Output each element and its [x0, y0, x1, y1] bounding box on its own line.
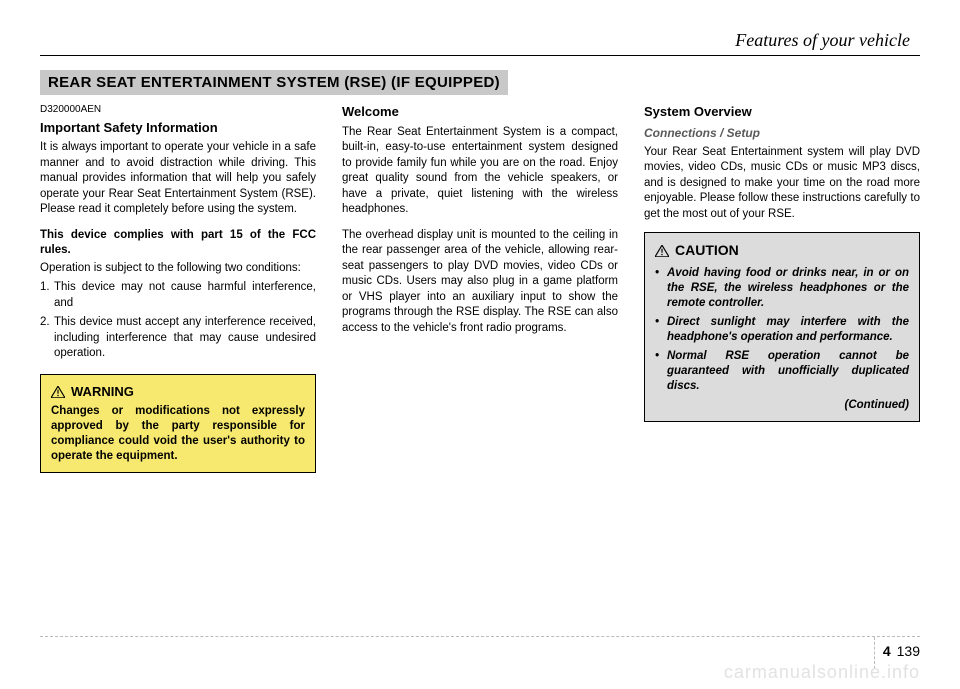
page-banner: REAR SEAT ENTERTAINMENT SYSTEM (RSE) (IF… — [40, 70, 508, 95]
content-columns: D320000AEN Important Safety Information … — [40, 103, 920, 473]
column-1: D320000AEN Important Safety Information … — [40, 103, 316, 473]
bullet: • — [655, 315, 667, 345]
heading-safety: Important Safety Information — [40, 119, 316, 137]
continued-label: (Continued) — [655, 398, 909, 414]
paragraph: Your Rear Seat Entertainment system will… — [644, 145, 920, 223]
list-number: 2. — [40, 315, 54, 362]
paragraph: The Rear Seat Entertainment System is a … — [342, 125, 618, 218]
heading-overview: System Overview — [644, 103, 920, 121]
paragraph: Operation is subject to the following tw… — [40, 261, 316, 277]
warning-title: WARNING — [71, 383, 134, 401]
reference-code: D320000AEN — [40, 103, 316, 117]
warning-header: WARNING — [51, 383, 305, 401]
list-item-1: 1. This device may not cause harmful int… — [40, 280, 316, 311]
manual-page: Features of your vehicle REAR SEAT ENTER… — [0, 0, 960, 689]
watermark: carmanualsonline.info — [724, 662, 920, 683]
caution-text: Normal RSE operation cannot be guarantee… — [667, 349, 909, 394]
caution-box: CAUTION • Avoid having food or drinks ne… — [644, 232, 920, 422]
page-number: 139 — [897, 643, 920, 659]
paragraph: The overhead display unit is mounted to … — [342, 228, 618, 337]
caution-text: Direct sunlight may interfere with the h… — [667, 315, 909, 345]
warning-icon — [51, 386, 65, 398]
bullet: • — [655, 266, 667, 311]
warning-box: WARNING Changes or modifications not exp… — [40, 374, 316, 473]
column-2: Welcome The Rear Seat Entertainment Syst… — [342, 103, 618, 473]
list-text: This device must accept any interference… — [54, 315, 316, 362]
heading-welcome: Welcome — [342, 103, 618, 121]
list-text: This device may not cause harmful interf… — [54, 280, 316, 311]
bullet: • — [655, 349, 667, 394]
list-number: 1. — [40, 280, 54, 311]
caution-item: • Avoid having food or drinks near, in o… — [655, 266, 909, 311]
subtitle-connections: Connections / Setup — [644, 125, 920, 141]
caution-icon — [655, 245, 669, 257]
subheading-fcc: This device complies with part 15 of the… — [40, 228, 316, 259]
caution-item: • Normal RSE operation cannot be guarant… — [655, 349, 909, 394]
footer-dashline — [40, 636, 920, 637]
horizontal-rule — [40, 55, 920, 56]
caution-header: CAUTION — [655, 241, 909, 260]
page-footer: 4 139 — [883, 643, 920, 659]
warning-text: Changes or modifications not expressly a… — [51, 404, 305, 464]
caution-title: CAUTION — [675, 241, 739, 260]
section-title: Features of your vehicle — [40, 30, 920, 51]
paragraph: It is always important to operate your v… — [40, 140, 316, 218]
chapter-number: 4 — [883, 643, 891, 659]
caution-item: • Direct sunlight may interfere with the… — [655, 315, 909, 345]
list-item-2: 2. This device must accept any interfere… — [40, 315, 316, 362]
caution-text: Avoid having food or drinks near, in or … — [667, 266, 909, 311]
column-3: System Overview Connections / Setup Your… — [644, 103, 920, 473]
